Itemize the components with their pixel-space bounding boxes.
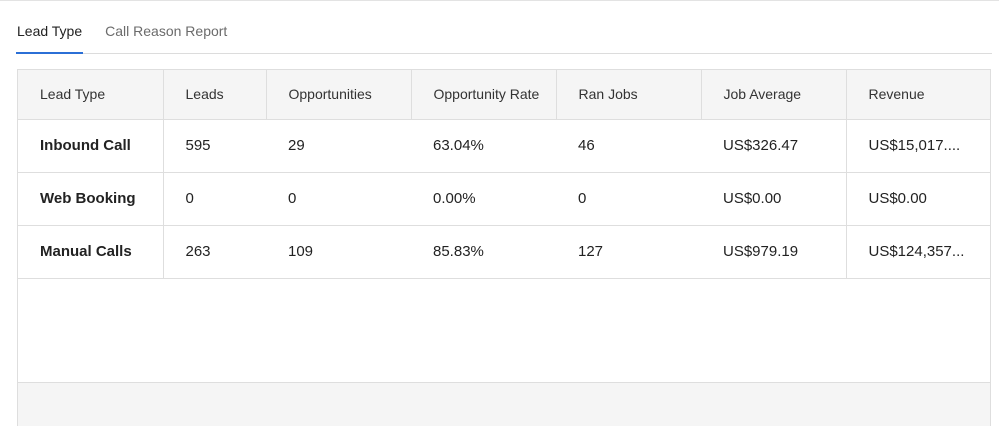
- table-header-row: Lead Type Leads Opportunities Opportunit…: [18, 70, 990, 120]
- tab-call-reason-report[interactable]: Call Reason Report: [105, 23, 228, 39]
- lead-type-table: Lead Type Leads Opportunities Opportunit…: [18, 70, 990, 279]
- table-row[interactable]: Inbound Call 595 29 63.04% 46 US$326.47 …: [18, 119, 990, 173]
- cell-job-average: US$0.00: [701, 172, 847, 226]
- cell-leads: 595: [163, 119, 266, 173]
- cell-opportunities: 29: [266, 119, 411, 173]
- cell-ran-jobs: 127: [556, 225, 701, 279]
- column-header-leads[interactable]: Leads: [163, 70, 267, 120]
- cell-opportunity-rate: 0.00%: [411, 172, 556, 226]
- cell-ran-jobs: 0: [556, 172, 701, 226]
- top-divider: [0, 0, 999, 1]
- report-tabs: Lead Type Call Reason Report: [15, 14, 992, 54]
- column-header-revenue[interactable]: Revenue: [846, 70, 990, 120]
- tab-lead-type[interactable]: Lead Type: [15, 14, 84, 54]
- cell-revenue: US$0.00: [846, 172, 990, 226]
- column-header-job-average[interactable]: Job Average: [701, 70, 847, 120]
- table-footer: [18, 382, 990, 426]
- cell-opportunities: 0: [266, 172, 411, 226]
- cell-opportunity-rate: 63.04%: [411, 119, 556, 173]
- column-header-lead-type[interactable]: Lead Type: [18, 70, 164, 120]
- cell-lead-type: Inbound Call: [18, 119, 164, 173]
- table-row[interactable]: Web Booking 0 0 0.00% 0 US$0.00 US$0.00: [18, 172, 990, 226]
- cell-opportunity-rate: 85.83%: [411, 225, 556, 279]
- column-header-opportunity-rate[interactable]: Opportunity Rate: [411, 70, 557, 120]
- column-header-ran-jobs[interactable]: Ran Jobs: [556, 70, 702, 120]
- lead-type-table-container: Lead Type Leads Opportunities Opportunit…: [17, 69, 991, 426]
- cell-opportunities: 109: [266, 225, 411, 279]
- table-row[interactable]: Manual Calls 263 109 85.83% 127 US$979.1…: [18, 225, 990, 279]
- cell-lead-type: Manual Calls: [18, 225, 164, 279]
- cell-leads: 263: [163, 225, 266, 279]
- cell-ran-jobs: 46: [556, 119, 701, 173]
- column-header-opportunities[interactable]: Opportunities: [266, 70, 412, 120]
- cell-job-average: US$326.47: [701, 119, 847, 173]
- cell-leads: 0: [163, 172, 266, 226]
- cell-lead-type: Web Booking: [18, 172, 164, 226]
- cell-revenue: US$124,357...: [846, 225, 990, 279]
- cell-job-average: US$979.19: [701, 225, 847, 279]
- cell-revenue: US$15,017....: [846, 119, 990, 173]
